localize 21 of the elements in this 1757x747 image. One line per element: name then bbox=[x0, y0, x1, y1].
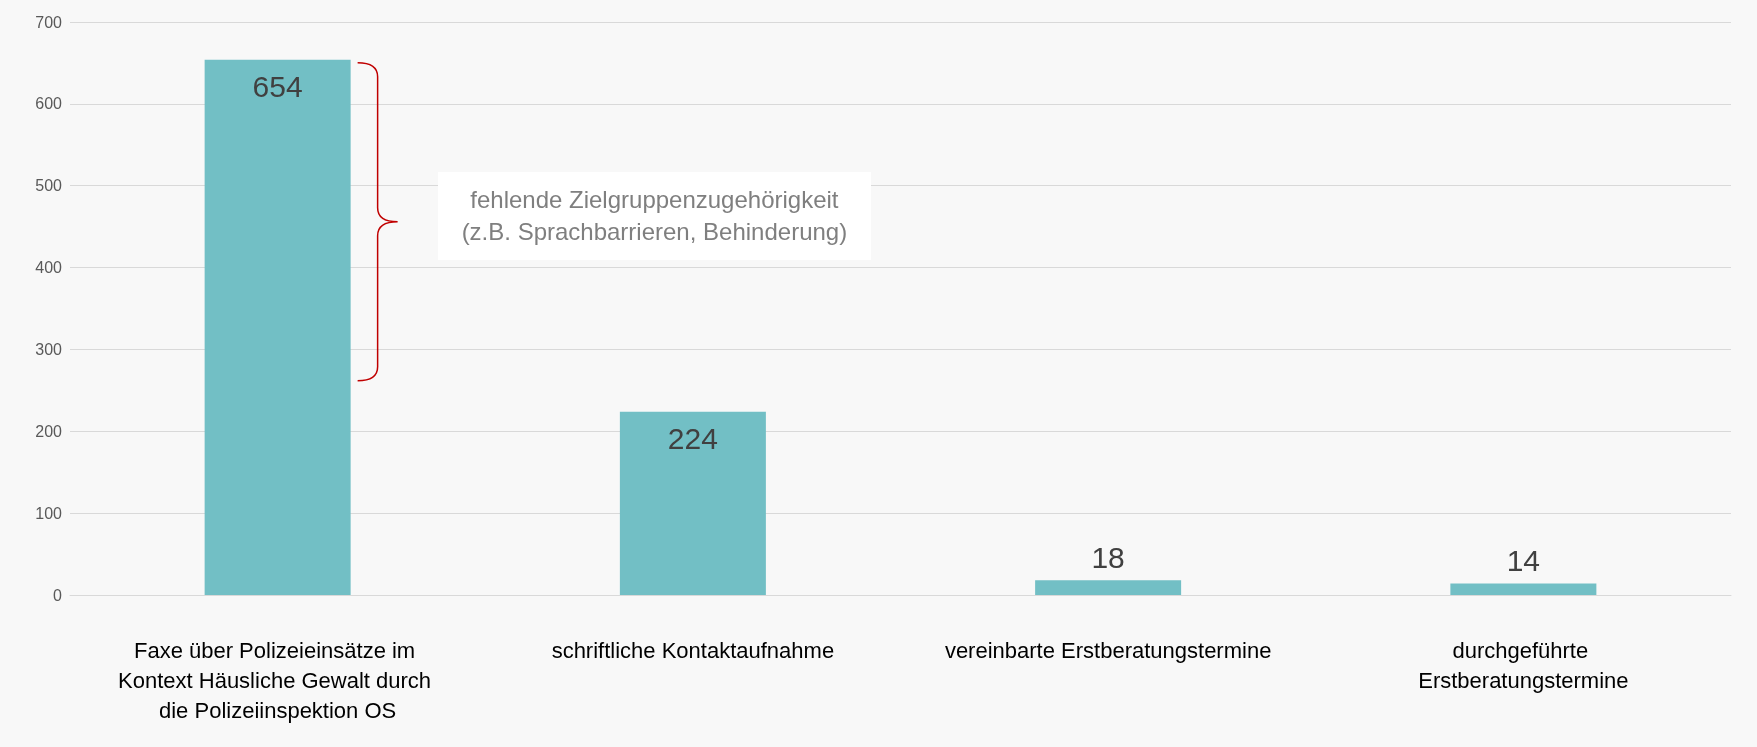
data-label: 654 bbox=[252, 70, 303, 104]
data-label: 224 bbox=[667, 422, 718, 456]
data-label: 14 bbox=[1506, 544, 1541, 578]
x-tick-label: Faxe über Polizeieinsätze im Kontext Häusliche Gewalt durch die Polizeiinspektion OS bbox=[118, 637, 438, 723]
y-tick-label: 700 bbox=[35, 13, 63, 31]
y-tick-label: 100 bbox=[35, 504, 63, 522]
y-tick-label: 200 bbox=[35, 422, 63, 440]
bar bbox=[1450, 583, 1597, 595]
bar bbox=[204, 59, 351, 595]
y-tick-label: 500 bbox=[35, 177, 63, 195]
bar bbox=[1035, 580, 1182, 595]
bar bbox=[619, 411, 766, 595]
y-tick-label: 300 bbox=[35, 340, 63, 358]
y-tick-label: 400 bbox=[35, 259, 63, 277]
data-label: 18 bbox=[1091, 540, 1125, 574]
x-tick-label: vereinbarte Erstberatungstermine bbox=[944, 637, 1272, 663]
x-tick-label: schriftliche Kontaktaufnahme bbox=[551, 637, 835, 663]
annotation: fehlende Zielgruppenzugehörigkeit (z.B. Sprachbarrieren, Behinderung) bbox=[437, 171, 872, 260]
y-tick-label: 600 bbox=[35, 95, 63, 113]
x-tick-label: durchgeführte Erstberatungstermine bbox=[1418, 637, 1629, 693]
y-tick-label: 0 bbox=[53, 586, 63, 604]
